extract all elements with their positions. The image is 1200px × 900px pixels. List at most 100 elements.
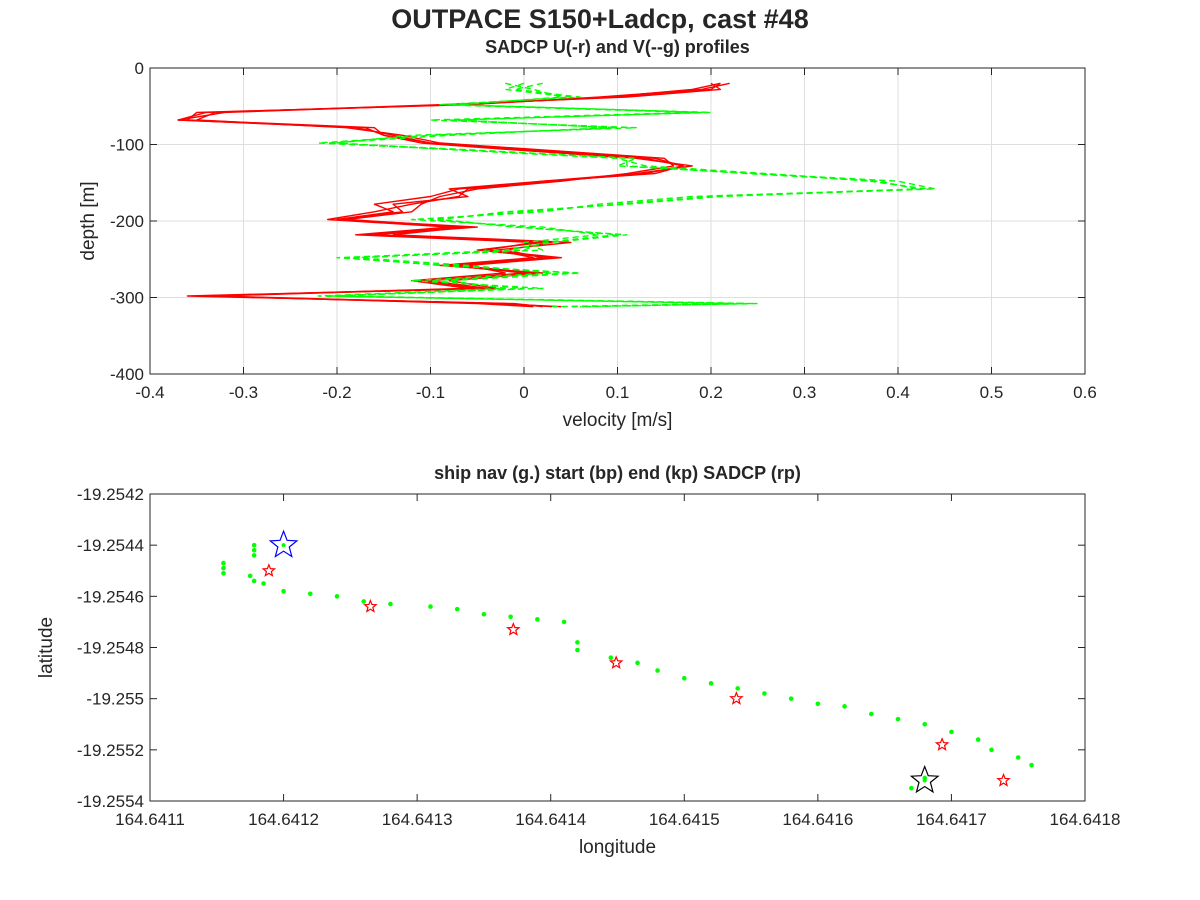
nav-point: [762, 691, 767, 696]
y-tick-label: -19.2542: [77, 485, 144, 504]
nav-point: [261, 581, 266, 586]
y-axis-label: depth [m]: [78, 181, 99, 260]
nav-point: [281, 588, 286, 594]
axes-frame: [149, 67, 1086, 375]
nav-point: [535, 617, 540, 622]
axes-title: SADCP U(-r) and V(--g) profiles: [485, 37, 750, 57]
nav-point: [251, 578, 257, 584]
nav-point: [1029, 762, 1034, 768]
nav-point: [361, 599, 367, 604]
axes-frame: [149, 493, 1086, 802]
x-tick-label: 0.4: [886, 383, 910, 402]
x-tick-label: 0.6: [1073, 383, 1097, 402]
v-profile-line: [317, 82, 918, 308]
x-tick-label: 164.6415: [649, 810, 720, 829]
sadcp-star-marker: [506, 621, 521, 636]
nav-point: [428, 604, 433, 609]
end-star-marker: [909, 764, 940, 794]
nav-point: [247, 573, 253, 579]
nav-point: [735, 686, 741, 691]
nav-point: [307, 591, 313, 597]
y-tick-label: -200: [110, 212, 144, 231]
nav-point: [221, 560, 226, 566]
nav-point: [788, 696, 794, 701]
x-axis-label: velocity [m/s]: [563, 410, 673, 431]
y-tick-label: -300: [110, 289, 144, 308]
x-tick-label: 0.5: [980, 383, 1004, 402]
x-tick-label: 0.3: [793, 383, 817, 402]
y-tick-label: -400: [110, 365, 144, 384]
nav-point: [868, 711, 874, 717]
nav-point: [949, 729, 954, 735]
ship-nav-axes: 164.6411 164.6412 164.6413 164.6414 164.6415…: [36, 463, 1120, 858]
y-axis-label: latitude: [36, 617, 57, 678]
x-tick-label: 164.6416: [782, 810, 853, 829]
x-tick-label: -0.4: [135, 383, 164, 402]
nav-point: [895, 716, 901, 722]
v-profile-line: [327, 82, 927, 308]
velocity-profile-axes: -0.4 -0.3 -0.2 -0.1 0 0.1 0.2 0.3 0.4 0.5 0.6 0 -100…: [78, 37, 1097, 431]
nav-point: [251, 553, 257, 558]
nav-point: [334, 594, 340, 599]
sadcp-star-marker: [729, 691, 744, 705]
nav-point: [635, 660, 640, 666]
nav-point: [989, 747, 994, 753]
u-profile-line: [177, 82, 721, 308]
nav-point: [251, 542, 257, 548]
y-tick-label: -19.255: [86, 690, 144, 709]
u-profile-line: [196, 82, 722, 308]
x-tick-label: -0.3: [229, 383, 258, 402]
x-tick-label: -0.1: [416, 383, 445, 402]
sadcp-star-marker: [261, 563, 277, 577]
x-tick-label: 164.6417: [916, 810, 987, 829]
nav-point: [1015, 755, 1021, 760]
nav-point: [575, 640, 580, 645]
x-tick-label: 0: [519, 383, 528, 402]
nav-point: [454, 606, 460, 612]
start-star-marker: [268, 529, 299, 558]
nav-point: [708, 681, 714, 686]
x-tick-label: 164.6414: [515, 810, 586, 829]
sadcp-star-marker: [608, 655, 624, 670]
nav-point: [221, 571, 226, 576]
sadcp-star-marker: [363, 598, 378, 613]
x-tick-label: 0.1: [606, 383, 630, 402]
nav-point: [508, 614, 513, 620]
y-tick-label: 0: [135, 59, 144, 78]
x-axis-label: longitude: [579, 837, 656, 858]
end-center-dot: [922, 778, 927, 783]
nav-point: [575, 647, 580, 653]
x-tick-label: 164.6418: [1050, 810, 1121, 829]
sadcp-star-marker: [934, 737, 950, 751]
x-tick-label: 164.6413: [382, 810, 453, 829]
nav-point: [842, 704, 847, 709]
y-tick-label: -19.2554: [77, 792, 144, 811]
nav-point: [681, 675, 687, 681]
axes-title: ship nav (g.) start (bp) end (kp) SADCP …: [434, 463, 801, 483]
nav-point: [561, 619, 567, 625]
x-tick-label: -0.2: [322, 383, 351, 402]
nav-point: [481, 611, 487, 617]
profile-lines: [177, 82, 937, 308]
sadcp-star-marker: [996, 772, 1011, 787]
nav-point: [221, 565, 226, 571]
y-tick-label: -100: [110, 136, 144, 155]
nav-point: [388, 601, 393, 607]
x-tick-label: 164.6412: [248, 810, 319, 829]
start-center-dot: [281, 543, 286, 548]
figure-title: OUTPACE S150+Ladcp, cast #48: [391, 4, 808, 34]
nav-point: [922, 721, 928, 727]
y-tick-label: -19.2548: [77, 639, 144, 658]
nav-point: [251, 547, 257, 553]
nav-point: [815, 701, 821, 707]
nav-point: [909, 785, 914, 791]
y-tick-label: -19.2544: [77, 536, 144, 555]
nav-point: [608, 655, 614, 661]
y-tick-label: -19.2546: [77, 587, 144, 606]
y-tick-label: -19.2552: [77, 741, 144, 760]
nav-point: [655, 668, 660, 673]
nav-point: [975, 737, 981, 742]
x-tick-label: 0.2: [699, 383, 723, 402]
x-tick-label: 164.6411: [115, 810, 185, 829]
